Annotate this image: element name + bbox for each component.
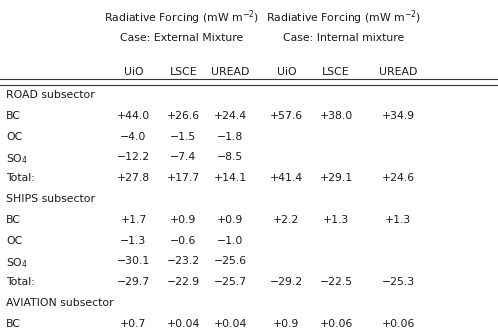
Text: ROAD subsector: ROAD subsector	[6, 90, 95, 100]
Text: Case: External Mixture: Case: External Mixture	[120, 33, 244, 43]
Text: Total:: Total:	[6, 173, 35, 183]
Text: UREAD: UREAD	[379, 67, 418, 77]
Text: UiO: UiO	[276, 67, 296, 77]
Text: +44.0: +44.0	[117, 111, 150, 121]
Text: −22.9: −22.9	[167, 277, 200, 287]
Text: +0.9: +0.9	[217, 215, 243, 225]
Text: LSCE: LSCE	[169, 67, 197, 77]
Text: −1.5: −1.5	[170, 132, 196, 142]
Text: +1.3: +1.3	[385, 215, 411, 225]
Text: +17.7: +17.7	[167, 173, 200, 183]
Text: SHIPS subsector: SHIPS subsector	[6, 194, 95, 204]
Text: +24.4: +24.4	[214, 111, 247, 121]
Text: +0.9: +0.9	[273, 319, 299, 329]
Text: −25.3: −25.3	[382, 277, 415, 287]
Text: −4.0: −4.0	[121, 132, 146, 142]
Text: −25.6: −25.6	[214, 256, 247, 266]
Text: OC: OC	[6, 132, 22, 142]
Text: −30.1: −30.1	[117, 256, 150, 266]
Text: +34.9: +34.9	[382, 111, 415, 121]
Text: UiO: UiO	[124, 67, 143, 77]
Text: −23.2: −23.2	[167, 256, 200, 266]
Text: +0.06: +0.06	[319, 319, 353, 329]
Text: BC: BC	[6, 215, 21, 225]
Text: +41.4: +41.4	[270, 173, 303, 183]
Text: −22.5: −22.5	[320, 277, 353, 287]
Text: −1.0: −1.0	[217, 236, 243, 246]
Text: BC: BC	[6, 319, 21, 329]
Text: SO$_4$: SO$_4$	[6, 256, 28, 270]
Text: Radiative Forcing (mW m$^{-2}$): Radiative Forcing (mW m$^{-2}$)	[266, 8, 421, 27]
Text: −29.7: −29.7	[117, 277, 150, 287]
Text: +0.04: +0.04	[166, 319, 200, 329]
Text: Radiative Forcing (mW m$^{-2}$): Radiative Forcing (mW m$^{-2}$)	[105, 8, 259, 27]
Text: +0.7: +0.7	[121, 319, 146, 329]
Text: OC: OC	[6, 236, 22, 246]
Text: −25.7: −25.7	[214, 277, 247, 287]
Text: −29.2: −29.2	[270, 277, 303, 287]
Text: Total:: Total:	[6, 277, 35, 287]
Text: −12.2: −12.2	[117, 153, 150, 163]
Text: +14.1: +14.1	[214, 173, 247, 183]
Text: +38.0: +38.0	[320, 111, 353, 121]
Text: −8.5: −8.5	[217, 153, 243, 163]
Text: +29.1: +29.1	[320, 173, 353, 183]
Text: Case: Internal mixture: Case: Internal mixture	[283, 33, 404, 43]
Text: +24.6: +24.6	[382, 173, 415, 183]
Text: +1.7: +1.7	[121, 215, 146, 225]
Text: +26.6: +26.6	[167, 111, 200, 121]
Text: +0.06: +0.06	[381, 319, 415, 329]
Text: +1.3: +1.3	[323, 215, 349, 225]
Text: AVIATION subsector: AVIATION subsector	[6, 298, 114, 308]
Text: UREAD: UREAD	[211, 67, 249, 77]
Text: +27.8: +27.8	[117, 173, 150, 183]
Text: BC: BC	[6, 111, 21, 121]
Text: LSCE: LSCE	[322, 67, 350, 77]
Text: +0.9: +0.9	[170, 215, 196, 225]
Text: SO$_4$: SO$_4$	[6, 153, 28, 166]
Text: +0.04: +0.04	[213, 319, 247, 329]
Text: −1.3: −1.3	[121, 236, 146, 246]
Text: +57.6: +57.6	[270, 111, 303, 121]
Text: −7.4: −7.4	[170, 153, 196, 163]
Text: −0.6: −0.6	[170, 236, 196, 246]
Text: +2.2: +2.2	[273, 215, 299, 225]
Text: −1.8: −1.8	[217, 132, 243, 142]
